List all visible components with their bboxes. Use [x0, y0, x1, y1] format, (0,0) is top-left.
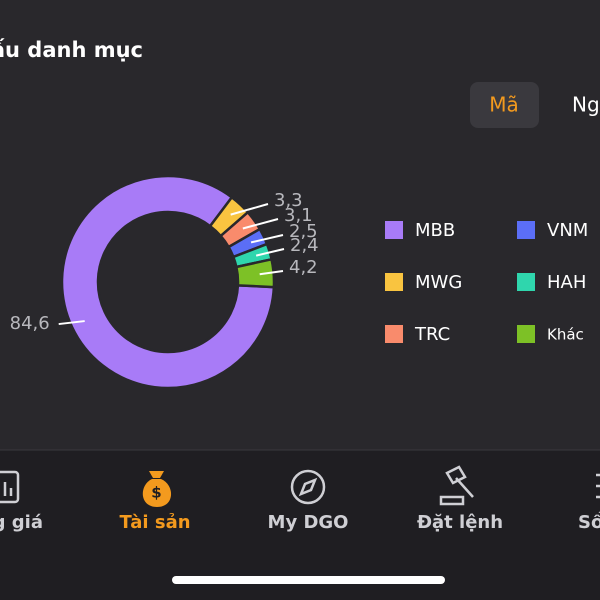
nav-item[interactable]: Sổ lệnh: [578, 511, 600, 533]
svg-text:$: $: [151, 484, 161, 502]
icon-gavel: [439, 465, 474, 506]
legend-swatch: [385, 273, 403, 291]
nav-bg: [0, 450, 600, 600]
legend-label: TRC: [414, 324, 450, 345]
leader-line: [255, 248, 285, 257]
data-label: 3,3: [274, 190, 303, 211]
home-indicator: [172, 576, 445, 584]
data-label: 3,1: [284, 205, 313, 226]
legend-label: HAH: [547, 272, 586, 293]
section-title: Cơ cấu danh mục: [0, 38, 143, 62]
legend-swatch: [517, 221, 535, 239]
legend-label: MWG: [415, 272, 462, 293]
legend-label: VNM: [547, 220, 588, 241]
data-label: 84,6: [10, 313, 50, 334]
leader-line: [250, 234, 284, 244]
data-label: 2,4: [290, 235, 319, 256]
icon-money-bag: $: [142, 471, 172, 507]
icon-compass: [290, 469, 326, 505]
nav-item[interactable]: Đặt lệnh: [417, 512, 503, 533]
legend-label: MBB: [415, 220, 455, 241]
legend-label: Khác: [547, 326, 584, 344]
leader-line: [58, 320, 85, 326]
legend-swatch: [517, 325, 535, 343]
donut-segment: [234, 257, 276, 289]
data-label: 2,5: [289, 221, 318, 242]
leader-line: [259, 270, 284, 276]
nav-item[interactable]: Bảng giá: [0, 512, 43, 533]
legend-swatch: [385, 221, 403, 239]
legend-swatch: [517, 273, 535, 291]
nav-item[interactable]: My DGO: [268, 512, 349, 533]
leader-line: [230, 203, 269, 216]
toggle-option[interactable]: Mã: [489, 93, 519, 117]
icon-list: [596, 473, 600, 499]
toggle-selected-bg: [470, 82, 539, 128]
icon-chart: [0, 470, 20, 504]
legend-swatch: [385, 325, 403, 343]
leader-line: [242, 218, 279, 230]
data-label: 4,2: [289, 257, 318, 278]
donut-segment: [60, 174, 276, 390]
toggle-option[interactable]: Ngành: [572, 93, 600, 117]
nav-item[interactable]: Tài sản: [119, 512, 190, 533]
